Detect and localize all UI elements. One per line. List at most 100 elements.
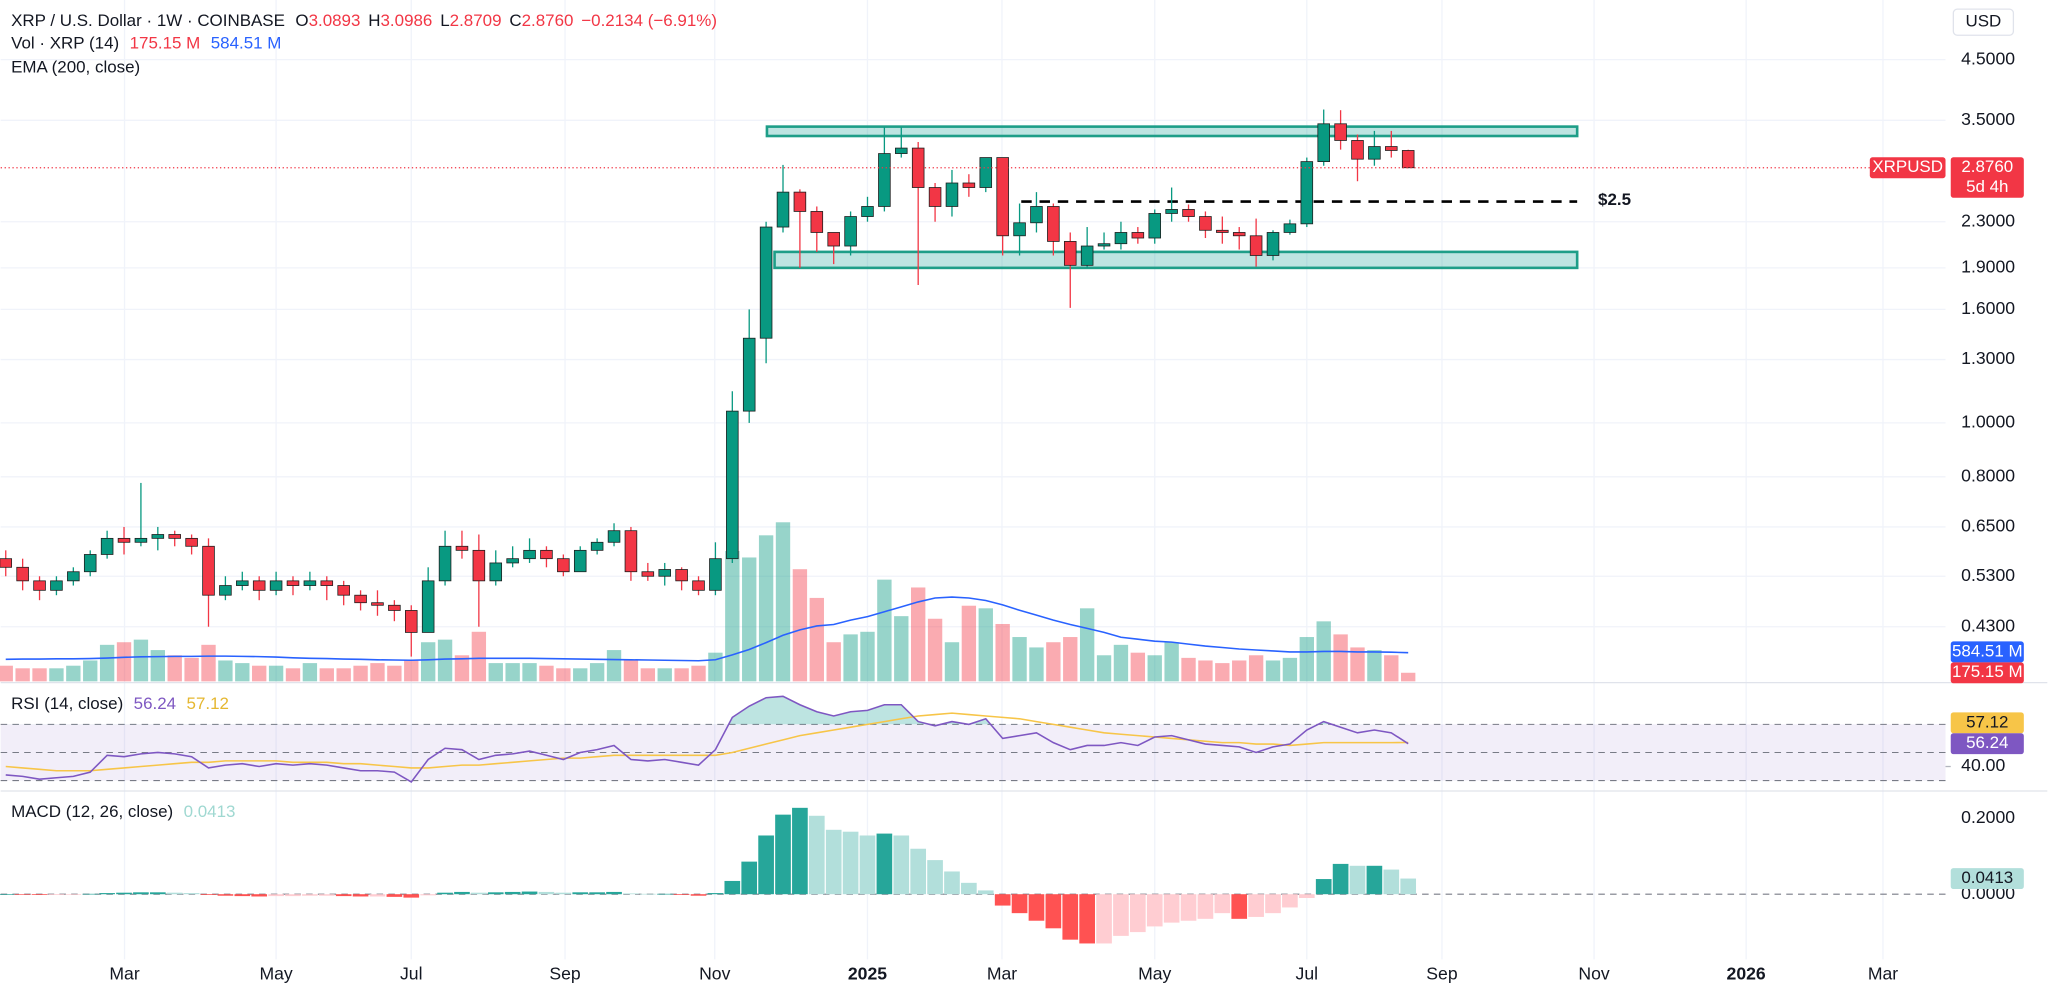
volume-bar [336, 668, 351, 682]
macd-bar [1383, 869, 1400, 895]
macd-bar [1400, 878, 1417, 895]
macd-bar [1113, 894, 1129, 936]
candle-body [303, 580, 317, 586]
rsi-value-label: 56.24 [1966, 733, 2008, 752]
volume-bar [927, 618, 943, 682]
volume-bar [1181, 657, 1196, 682]
macd-bar [977, 890, 994, 895]
volume-bar [32, 668, 47, 682]
y-tick-label: 4.5000 [1961, 48, 2015, 68]
y-tick-label: 0.4300 [1961, 615, 2015, 635]
macd-bar [31, 894, 48, 895]
rsi-value: 56.24 [134, 694, 176, 713]
x-tick-label: 2026 [1727, 964, 1766, 984]
volume-bar [775, 522, 791, 682]
macd-bar [403, 894, 420, 898]
plot: $2.5 [0, 109, 1946, 944]
candle-body [506, 558, 519, 564]
labels: Mar May Jul Sep Nov 2025 Mar May Jul Sep Nov 2026 Ma… [109, 48, 2024, 984]
volume-bar [99, 644, 115, 682]
volume-bar [387, 665, 402, 682]
macd-bar [335, 894, 352, 897]
volume-bar [285, 668, 301, 682]
candle-body [168, 534, 181, 539]
volume-ma-label-box [1950, 641, 2024, 663]
volume-bar [319, 668, 334, 682]
rsi-band [0, 724, 1946, 781]
macd-bar [183, 893, 200, 895]
macd-bar [1298, 894, 1315, 898]
candle-body [1148, 213, 1162, 239]
rsi-value-label-box [1950, 733, 2024, 755]
volume-bar [116, 642, 132, 682]
volume-bar [894, 616, 909, 682]
candle-body [793, 191, 807, 212]
volume-bar [691, 665, 706, 682]
volume-bar [742, 557, 757, 682]
macd-bar [927, 860, 943, 895]
macd-bar [538, 891, 555, 895]
x-tick-label: Mar [109, 964, 139, 984]
x-tick-label: Nov [1578, 964, 1610, 984]
volume-bar [589, 663, 605, 682]
candle-body [742, 337, 756, 412]
candle-body [1317, 123, 1330, 163]
volume-bar [0, 665, 13, 682]
macd-bar [1079, 894, 1095, 944]
volume-bar [235, 663, 250, 682]
candle-body [1249, 235, 1263, 256]
ohlc-label: O [295, 12, 308, 31]
volume-bar [201, 644, 216, 682]
candle-body [1368, 146, 1381, 160]
last-price-label: 2.8760 [1961, 157, 2013, 176]
candle-body [1131, 232, 1145, 239]
volume-bar [725, 550, 740, 682]
candle-body [405, 610, 418, 633]
candle-body [759, 226, 773, 339]
candle-body [1080, 245, 1094, 266]
x-tick-label: Jul [400, 964, 423, 984]
volume-bar [15, 668, 30, 682]
volume-bar [1384, 655, 1399, 682]
macd-bar [521, 891, 538, 895]
macd-bar [1214, 894, 1231, 914]
volume-label-box [1950, 662, 2024, 684]
candle-body [1165, 209, 1178, 214]
macd-bar [454, 891, 470, 895]
volume-bar [471, 631, 487, 682]
candle-body [1334, 123, 1347, 141]
volume-bar [708, 652, 723, 682]
ohlc-value: 3.0986 [381, 12, 433, 31]
volume-bar [978, 608, 993, 682]
candle-body [16, 566, 29, 582]
volume-bar [1147, 655, 1162, 682]
macd-value: 0.0413 [184, 803, 236, 822]
candle-body [1114, 232, 1128, 245]
candle-body [641, 571, 655, 577]
candle-body [895, 147, 908, 154]
candle-body [945, 182, 959, 207]
volume-bar [420, 642, 436, 682]
volume-bar [1232, 660, 1247, 682]
candle-body [1097, 243, 1111, 247]
candle-body [692, 580, 705, 591]
price-zone [773, 250, 1579, 270]
candle-body [1385, 146, 1398, 151]
volume-bar [826, 642, 841, 682]
candle-body [185, 537, 198, 547]
currency-box[interactable] [1952, 8, 2015, 36]
y-tick-label: 1.6000 [1961, 298, 2015, 318]
volume-bar [1401, 672, 1416, 682]
y-tick-label: 0.5300 [1961, 565, 2015, 585]
macd-bar [1265, 894, 1281, 914]
volume-legend: Vol · XRP (14) 175.15 M 584.51 M [11, 34, 281, 53]
currency[interactable]: USD [1965, 12, 2001, 31]
volume-bar [809, 597, 824, 682]
candle-body [151, 534, 165, 539]
macd-bar [690, 894, 707, 896]
candle-body [252, 580, 266, 591]
candle-body [1300, 161, 1314, 225]
macd-bar [65, 894, 82, 895]
macd-bar [133, 892, 149, 895]
